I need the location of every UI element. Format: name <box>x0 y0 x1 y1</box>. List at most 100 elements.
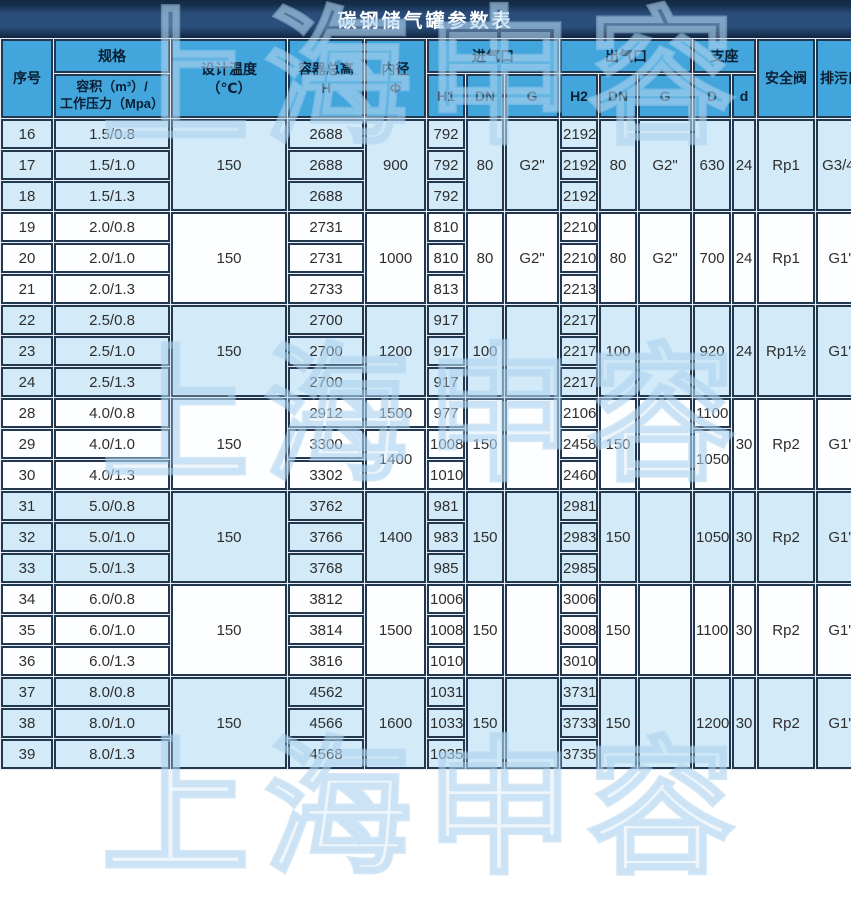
cell-spec: 2.0/0.8 <box>54 212 170 242</box>
cell-serial: 38 <box>1 708 53 738</box>
parameters-table: 序号 规格 设计温度 （℃） 容器总高 H 内径 Φ 进气口 出气口 支座 安全… <box>0 38 851 770</box>
cell-inlet-h1: 917 <box>427 367 465 397</box>
cell-spec: 8.0/1.0 <box>54 708 170 738</box>
cell-outlet-h2: 3731 <box>560 677 599 707</box>
cell-inner-diameter: 1500 <box>365 398 426 428</box>
col-header-outlet-dn: DN <box>599 74 638 118</box>
cell-total-height: 2731 <box>288 243 364 273</box>
col-header-inlet-g: G <box>505 74 560 118</box>
table-row: 34 6.0/0.8 150 3812 1500 1006 150 3006 150 1100 30… <box>1 584 851 676</box>
cell-total-height: 3762 <box>288 491 364 521</box>
cell-serial: 36 <box>1 646 53 676</box>
cell-spec: 1.5/1.0 <box>54 150 170 180</box>
col-header-outlet: 出气口 <box>560 39 693 73</box>
cell-outlet-h2: 2210 <box>560 243 599 273</box>
cell-inlet-h1: 985 <box>427 553 465 583</box>
cell-outlet-h2: 3008 <box>560 615 599 645</box>
cell-inlet-h1: 977 <box>427 398 465 428</box>
cell-inlet-h1: 1008 <box>427 429 465 459</box>
cell-total-height: 2731 <box>288 212 364 242</box>
cell-spec: 1.5/1.3 <box>54 181 170 211</box>
table-header: 序号 规格 设计温度 （℃） 容器总高 H 内径 Φ 进气口 出气口 支座 安全… <box>1 39 851 118</box>
cell-inner-diameter: 1400 <box>365 491 426 583</box>
cell-outlet-h2: 2217 <box>560 367 599 397</box>
cell-support-d: 630 <box>693 119 732 211</box>
cell-outlet-h2: 2210 <box>560 212 599 242</box>
cell-serial: 37 <box>1 677 53 707</box>
cell-support-d: 1100 <box>693 584 732 676</box>
table-row: 28 4.0/0.8 150 2912 1500 977 150 2106 150 1100 30 R… <box>1 398 851 490</box>
cell-total-height: 3768 <box>288 553 364 583</box>
col-header-inlet-h1: H1 <box>427 74 465 118</box>
cell-inlet-dn: 80 <box>466 119 504 211</box>
cell-outlet-g <box>638 398 693 490</box>
cell-support-d: 1200 <box>693 677 732 769</box>
cell-support-d: 1050 <box>693 429 732 490</box>
cell-outlet-h2: 2213 <box>560 274 599 304</box>
table-row: 23 2.5/1.0 2700 917 2217 <box>1 336 851 366</box>
cell-serial: 29 <box>1 429 53 459</box>
cell-total-height: 2688 <box>288 150 364 180</box>
cell-total-height: 4568 <box>288 739 364 769</box>
cell-outlet-g <box>638 491 693 583</box>
cell-serial: 19 <box>1 212 53 242</box>
cell-spec: 2.5/1.0 <box>54 336 170 366</box>
cell-support-d-small: 24 <box>732 119 757 211</box>
cell-outlet-dn: 80 <box>599 212 638 304</box>
cell-support-d: 1050 <box>693 491 732 583</box>
cell-outlet-g: G2" <box>638 119 693 211</box>
col-header-inlet-dn: DN <box>466 74 504 118</box>
cell-outlet-h2: 2192 <box>560 150 599 180</box>
table-row: 20 2.0/1.0 2731 810 2210 <box>1 243 851 273</box>
table-row: 29 4.0/1.0 3300 1400 1008 2458 1050 <box>1 429 851 490</box>
cell-inlet-g <box>505 677 560 769</box>
col-header-support-d: D <box>693 74 732 118</box>
cell-spec: 8.0/0.8 <box>54 677 170 707</box>
cell-total-height: 2700 <box>288 367 364 397</box>
cell-total-height: 2688 <box>288 181 364 211</box>
table-row: 33 5.0/1.3 3768 985 2985 <box>1 553 851 583</box>
cell-inlet-dn: 80 <box>466 212 504 304</box>
table-row: 17 1.5/1.0 2688 792 2192 <box>1 150 851 180</box>
cell-inlet-h1: 792 <box>427 119 465 149</box>
cell-serial: 31 <box>1 491 53 521</box>
cell-inlet-g: G2" <box>505 212 560 304</box>
table-row: 24 2.5/1.3 2700 917 2217 <box>1 367 851 397</box>
cell-spec: 6.0/0.8 <box>54 584 170 614</box>
col-header-spec: 规格 <box>54 39 170 73</box>
cell-spec: 4.0/1.0 <box>54 429 170 459</box>
cell-serial: 34 <box>1 584 53 614</box>
cell-outlet-g <box>638 677 693 769</box>
cell-serial: 35 <box>1 615 53 645</box>
cell-design-temp: 150 <box>171 305 287 397</box>
cell-outlet-h2: 3735 <box>560 739 599 769</box>
col-header-serial: 序号 <box>1 39 53 118</box>
page-title: 碳钢储气罐参数表 <box>0 0 851 38</box>
col-header-outlet-g: G <box>638 74 693 118</box>
cell-inlet-dn: 150 <box>466 677 504 769</box>
cell-inlet-g: G2" <box>505 119 560 211</box>
cell-total-height: 4562 <box>288 677 364 707</box>
cell-inlet-dn: 150 <box>466 491 504 583</box>
cell-design-temp: 150 <box>171 491 287 583</box>
cell-support-d-small: 30 <box>732 491 757 583</box>
cell-inlet-dn: 150 <box>466 398 504 490</box>
cell-support-d: 1100 <box>693 398 732 428</box>
cell-safety-valve: Rp1 <box>757 212 816 304</box>
cell-total-height: 3302 <box>288 460 364 490</box>
cell-inlet-h1: 983 <box>427 522 465 552</box>
cell-inlet-h1: 1010 <box>427 646 465 676</box>
cell-safety-valve: Rp2 <box>757 584 816 676</box>
cell-outlet-h2: 2192 <box>560 119 599 149</box>
cell-support-d-small: 30 <box>732 584 757 676</box>
cell-inlet-h1: 1035 <box>427 739 465 769</box>
col-header-support-d-small: d <box>732 74 757 118</box>
cell-support-d: 920 <box>693 305 732 397</box>
cell-outlet-h2: 3006 <box>560 584 599 614</box>
cell-drain: G1" <box>816 677 851 769</box>
cell-support-d-small: 24 <box>732 212 757 304</box>
cell-outlet-h2: 2217 <box>560 336 599 366</box>
col-header-design-temp: 设计温度 （℃） <box>171 39 287 118</box>
table-row: 21 2.0/1.3 2733 813 2213 <box>1 274 851 304</box>
cell-spec: 4.0/1.3 <box>54 460 170 490</box>
